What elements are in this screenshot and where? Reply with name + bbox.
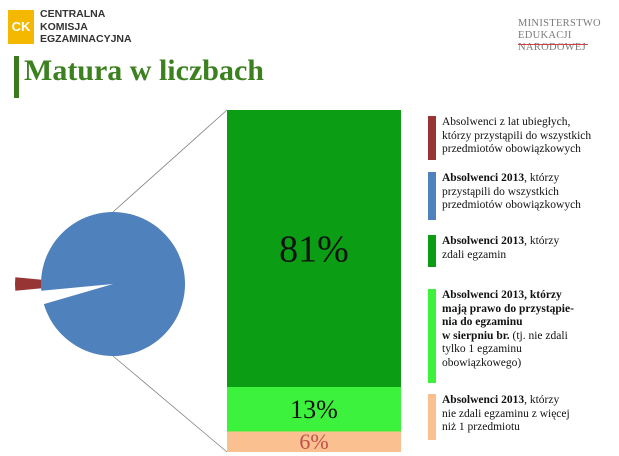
cke-logo-mark: CK — [8, 10, 34, 44]
legend-text-3: Absolwenci 2013, którzy mają prawo do prz… — [442, 289, 574, 369]
men-logo-underline — [518, 44, 588, 45]
pie-slice-1 — [41, 212, 185, 357]
page-title: Matura w liczbach — [24, 54, 264, 87]
bar-segment-label-0: 81% — [279, 228, 349, 270]
legend-text-0: Absolwenci z lat ubiegłych, którzy przyst… — [442, 116, 592, 155]
men-logo: MINISTERSTWO EDUKACJI NARODOWEJ — [518, 6, 613, 78]
title-accent-bar — [14, 56, 19, 98]
bar-segment-0 — [227, 110, 401, 388]
bar-segment-1 — [227, 387, 401, 432]
men-logo-name: MINISTERSTWO EDUKACJI NARODOWEJ — [518, 18, 601, 53]
bar-segment-2 — [227, 431, 401, 452]
legend-text-4: Absolwenci 2013, którzy nie zdali egzamin… — [442, 394, 570, 433]
legend-swatch-1 — [428, 172, 436, 220]
legend-swatch-0 — [428, 116, 436, 160]
legend-swatch-2 — [428, 235, 436, 267]
legend-text-2: Absolwenci 2013, którzy zdali egzamin — [442, 235, 560, 261]
legend-swatch-3 — [428, 289, 436, 383]
connector-line-bottom — [112, 355, 228, 453]
cke-logo: CK CENTRALNA KOMISJA EGZAMINACYJNA — [8, 8, 168, 48]
bar-segment-label-1: 13% — [290, 395, 338, 424]
bar-segment-label-2: 6% — [299, 429, 328, 454]
legend-text-1: Absolwenci 2013, którzy przystąpili do ws… — [442, 172, 581, 211]
connector-line-top — [112, 109, 228, 213]
legend-swatch-4 — [428, 394, 436, 440]
cke-logo-name: CENTRALNA KOMISJA EGZAMINACYJNA — [40, 8, 132, 45]
